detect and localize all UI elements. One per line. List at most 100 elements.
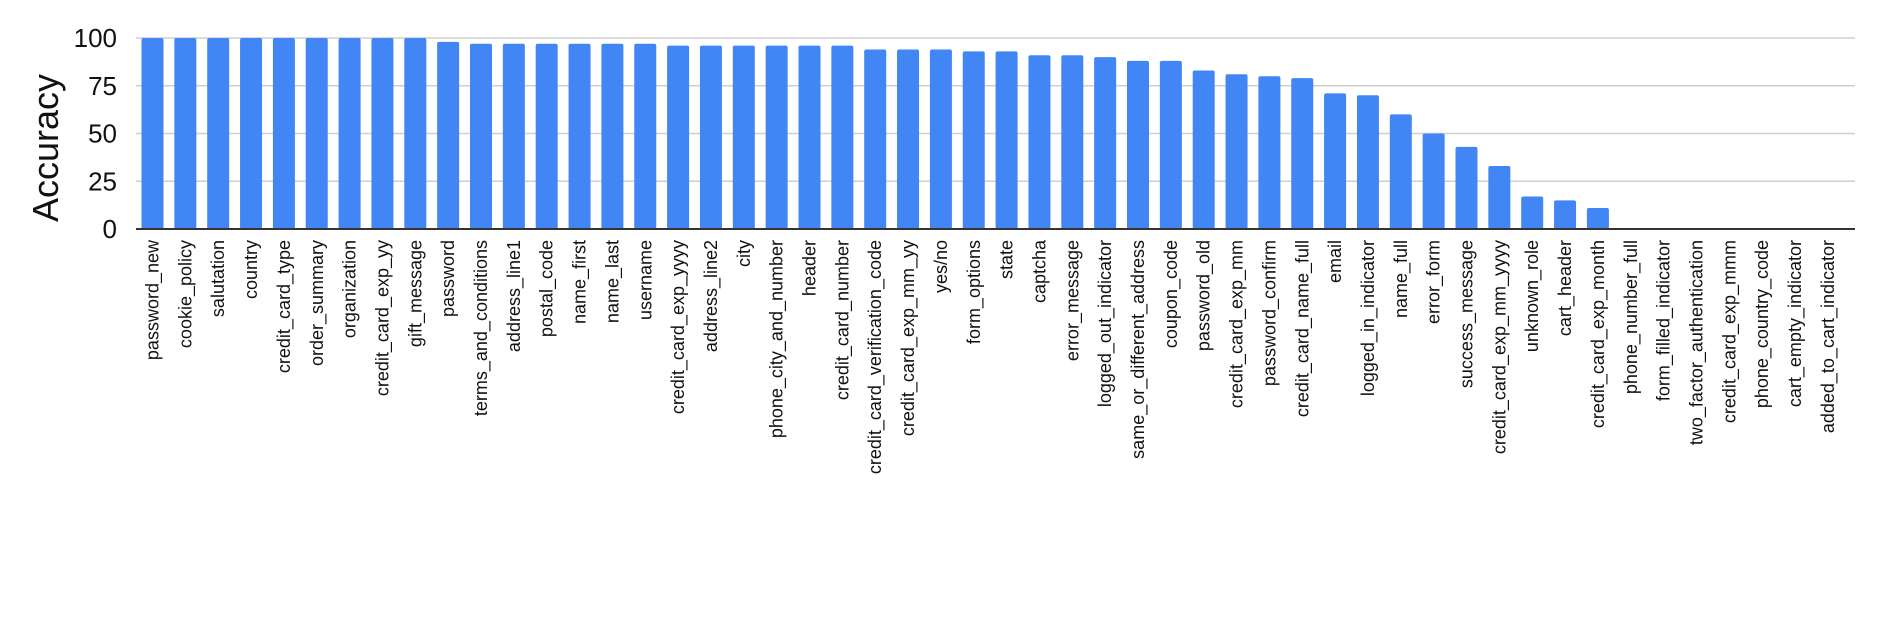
bar: [1127, 60, 1149, 229]
x-category-label: phone_country_code: [1752, 240, 1773, 408]
x-category-label: credit_card_exp_yyyy: [668, 240, 689, 414]
bar-layer: [141, 38, 1609, 230]
bar: [404, 38, 427, 229]
x-category-label: cookie_policy: [175, 240, 196, 348]
bar: [1291, 78, 1314, 229]
bar: [1356, 95, 1379, 229]
bar: [1061, 55, 1084, 229]
bar: [141, 38, 164, 229]
x-category-label: logged_out_indicator: [1095, 240, 1116, 407]
x-category-label: credit_card_exp_yy: [372, 240, 393, 396]
x-category-label: logged_in_indicator: [1358, 240, 1379, 396]
x-category-label: salutation: [208, 240, 228, 317]
x-category-label: error_form: [1424, 240, 1445, 324]
x-category-label: terms_and_conditions: [471, 240, 492, 416]
x-category-label: cart_header: [1555, 240, 1576, 336]
label-layer: password_new cookie_policy salutation count…: [143, 239, 1839, 474]
x-category-label: password_old: [1194, 240, 1215, 351]
bar: [338, 38, 361, 229]
x-category-label: credit_card_exp_mm: [1227, 240, 1248, 408]
x-category-label: success_message: [1457, 240, 1478, 388]
bar: [667, 45, 690, 229]
x-category-label: credit_card_number: [832, 240, 853, 400]
y-tick-label: 25: [88, 166, 117, 196]
bar: [437, 41, 460, 229]
bar: [371, 38, 394, 229]
x-category-label: password_confirm: [1259, 240, 1280, 386]
y-tick-label: 75: [88, 71, 117, 101]
bar: [1422, 133, 1445, 229]
bar: [1521, 196, 1544, 229]
x-category-label: credit_card_exp_mm_yyyy: [1489, 240, 1510, 454]
x-category-label: organization: [340, 240, 360, 338]
x-category-label: unknown_role: [1522, 240, 1543, 352]
bar: [1192, 70, 1215, 229]
bar: [929, 49, 952, 230]
x-category-label: gift_message: [405, 240, 426, 347]
x-category-label: phone_city_and_number: [767, 240, 788, 438]
x-category-label: phone_number_full: [1621, 240, 1642, 394]
x-category-label: order_summary: [307, 240, 328, 366]
bar: [240, 38, 263, 229]
bar: [601, 43, 624, 230]
x-category-label: same_or_different_address: [1128, 240, 1149, 459]
bar: [962, 51, 985, 230]
bar: [1094, 57, 1117, 229]
x-category-label: password_new: [143, 239, 164, 360]
bar: [897, 49, 920, 230]
bar: [732, 45, 755, 229]
axis-layer: 0 25 50 75 100: [74, 23, 1855, 244]
y-tick-label: 50: [88, 119, 117, 149]
x-category-label: name_last: [602, 240, 623, 323]
bar: [1488, 165, 1511, 229]
bar: [1028, 55, 1051, 229]
x-category-label: credit_card_exp_month: [1588, 240, 1609, 428]
x-category-label: city: [734, 240, 754, 267]
x-category-label: password: [438, 240, 458, 317]
x-category-label: credit_card_verification_code: [865, 240, 886, 474]
x-category-label: yes/no: [931, 240, 951, 293]
y-tick-label: 0: [103, 214, 117, 244]
bar: [798, 45, 821, 229]
bar: [1554, 200, 1577, 229]
bar: [765, 45, 788, 229]
x-category-label: credit_card_name_full: [1292, 240, 1313, 417]
x-category-label: country: [241, 240, 261, 299]
bar: [568, 43, 591, 230]
x-category-label: form_options: [964, 240, 985, 344]
bar: [470, 43, 492, 230]
x-category-label: credit_card_exp_mmm: [1719, 240, 1740, 423]
x-category-label: added_to_cart_indicator: [1818, 240, 1839, 433]
bar: [1159, 60, 1182, 229]
x-category-label: name_first: [570, 240, 591, 324]
bar: [502, 43, 525, 230]
x-category-label: two_factor_authentication: [1686, 240, 1707, 445]
bar: [1225, 74, 1248, 229]
x-category-label: cart_empty_indicator: [1785, 240, 1806, 407]
x-category-label: form_filled_indicator: [1654, 240, 1675, 401]
bar: [535, 43, 558, 230]
grid-layer: [136, 37, 1855, 182]
y-axis-title: Accuracy: [25, 74, 66, 222]
bar: [207, 38, 230, 229]
bar: [995, 51, 1018, 230]
bar: [305, 38, 328, 229]
bar: [864, 49, 887, 230]
x-category-label: address_line2: [701, 240, 722, 352]
x-category-label: coupon_code: [1161, 240, 1182, 348]
x-category-label: name_full: [1391, 240, 1412, 318]
bar: [174, 38, 197, 229]
x-category-label: postal_code: [537, 240, 558, 337]
bar: [1389, 114, 1412, 229]
bar: [699, 45, 722, 229]
bar: [1455, 146, 1478, 229]
bar: [1586, 207, 1609, 229]
x-category-label: username: [635, 240, 655, 320]
bar: [272, 38, 295, 229]
bar: [1258, 76, 1281, 229]
y-tick-label: 100: [74, 23, 117, 53]
bar: [831, 45, 854, 229]
x-category-label: address_line1: [504, 240, 525, 352]
x-category-label: state: [997, 240, 1017, 279]
